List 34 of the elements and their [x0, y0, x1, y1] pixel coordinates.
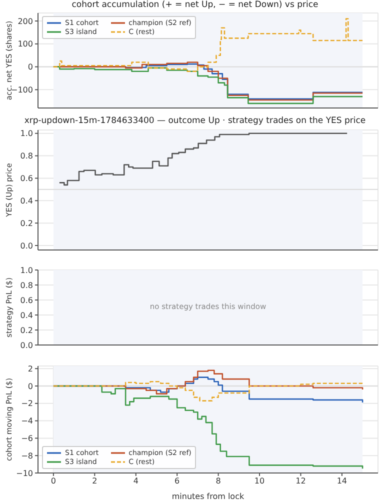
y-tick-label: 2: [28, 364, 33, 374]
y-tick-label: 1.0: [20, 129, 33, 138]
y-tick-label: 0.2: [20, 326, 33, 335]
y-tick-label: 0.6: [20, 174, 33, 184]
x-tick-label: 12: [296, 476, 306, 486]
y-tick-label: −6: [21, 434, 33, 444]
chart-title: xrp-updown-15m-1784633400 — outcome Up · strategy trades on the YES price: [23, 116, 367, 126]
chart-title: cohort accumulation (+ = net Up, − = net Down) vs price: [70, 0, 320, 10]
y-tick-label: 200: [18, 16, 33, 26]
x-axis-title: minutes from lock: [172, 492, 244, 500]
y-tick-label: −8: [21, 451, 33, 460]
x-tick-label: 0: [50, 476, 56, 486]
y-tick-label: 0.0: [20, 241, 33, 250]
x-tick-label: 10: [254, 476, 265, 486]
x-tick-label: 6: [174, 476, 180, 486]
y-tick-label: 100: [18, 40, 33, 49]
x-tick-label: 2: [92, 476, 98, 486]
y-tick-label: −4: [21, 416, 33, 426]
y-tick-label: −10: [16, 468, 33, 478]
y-tick-label: 0.2: [20, 218, 33, 228]
y-tick-label: −2: [21, 399, 33, 408]
y-tick-label: 0.8: [20, 152, 33, 161]
x-tick-label: 14: [336, 476, 348, 486]
y-tick-label: 0.4: [20, 310, 33, 320]
y-tick-label: 0.8: [20, 280, 33, 290]
y-tick-label: 0.4: [20, 196, 33, 206]
y-tick-label: −100: [11, 86, 33, 95]
x-tick-label: 8: [216, 476, 221, 486]
x-tick-label: 4: [133, 476, 138, 486]
y-tick-label: 0: [28, 62, 33, 72]
y-tick-label: 0.0: [20, 340, 33, 350]
y-tick-label: 0: [28, 382, 33, 391]
y-tick-label: 1.0: [20, 266, 33, 275]
y-tick-label: 0.6: [20, 296, 33, 305]
